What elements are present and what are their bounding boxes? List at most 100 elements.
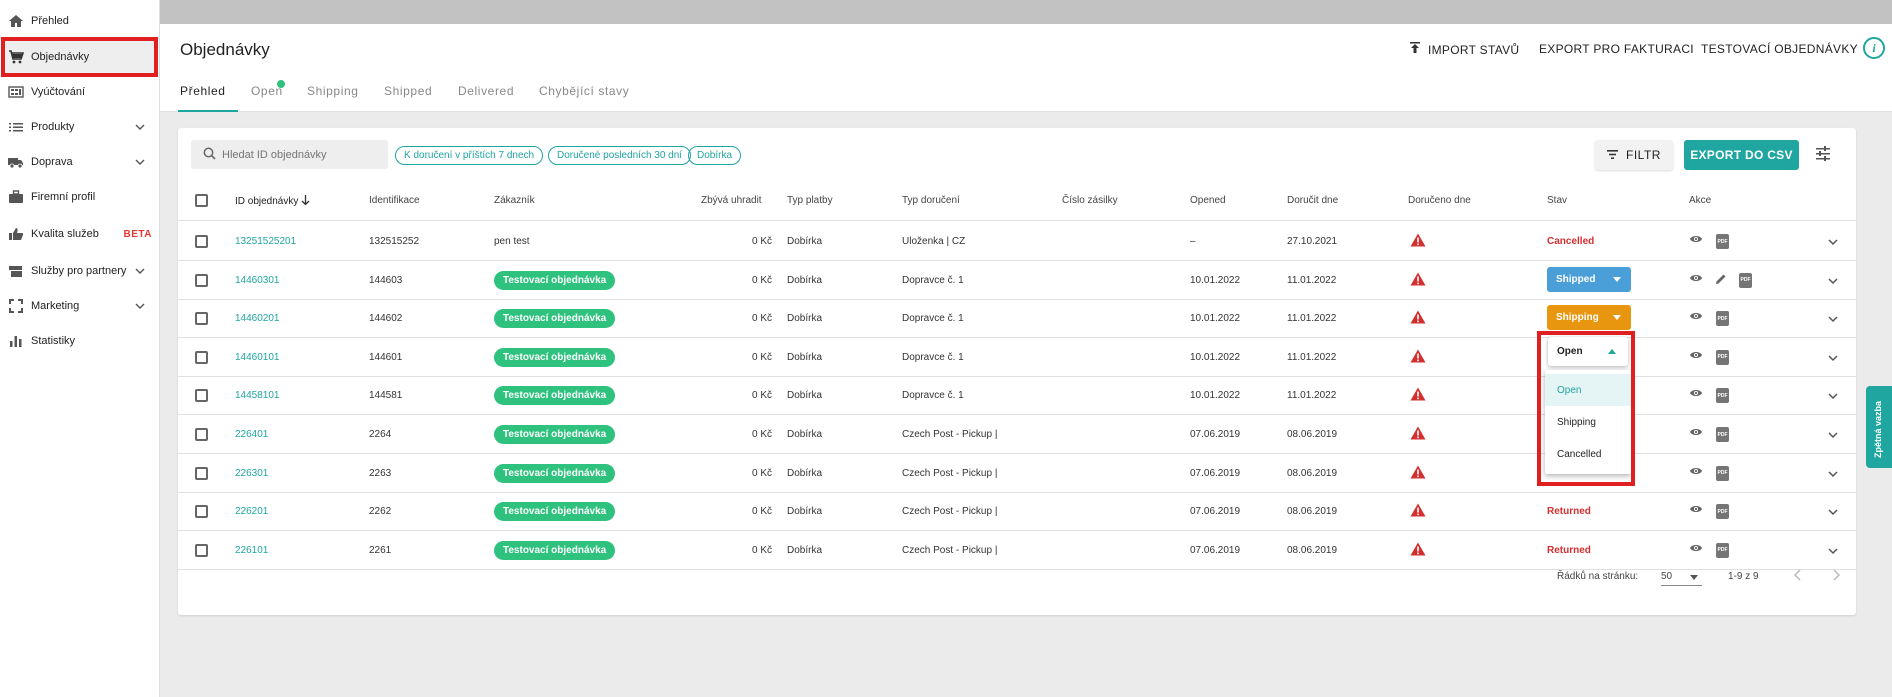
row-checkbox[interactable]	[195, 273, 208, 287]
pdf-icon[interactable]: PDF	[1716, 388, 1729, 404]
status-dropdown-button[interactable]: Shipped	[1547, 266, 1631, 292]
sidebar-item-firemni-profil[interactable]: Firemní profil	[0, 184, 160, 210]
edit-icon[interactable]	[1715, 273, 1727, 288]
export-csv-button[interactable]: EXPORT DO CSV	[1684, 140, 1799, 170]
row-checkbox[interactable]	[195, 543, 208, 557]
col-typ-platby[interactable]: Typ platby	[787, 195, 833, 206]
col-id[interactable]: ID objednávky	[235, 195, 310, 208]
sidebar-item-statistiky[interactable]: Statistiky	[0, 328, 160, 354]
select-all-checkbox[interactable]	[195, 194, 208, 207]
tab-prehled[interactable]: Přehled	[180, 84, 226, 98]
column-settings-icon[interactable]	[1815, 146, 1831, 165]
filter-chip-7-days[interactable]: K doručení v příštích 7 dnech	[395, 146, 544, 165]
status-option-open[interactable]: Open	[1545, 374, 1631, 406]
tab-open[interactable]: Open	[251, 84, 283, 98]
order-id-link[interactable]: 226301	[235, 467, 269, 479]
tab-shipped[interactable]: Shipped	[384, 84, 433, 98]
col-dorucit-dne[interactable]: Doručit dne	[1287, 195, 1339, 206]
expand-row-icon[interactable]	[1827, 313, 1839, 328]
eye-icon[interactable]	[1689, 350, 1703, 363]
next-page-icon[interactable]	[1830, 568, 1842, 585]
feedback-tab[interactable]: Zpětná vazba	[1866, 386, 1892, 468]
test-orders-button[interactable]: TESTOVACÍ OBJEDNÁVKY	[1701, 42, 1858, 56]
row-checkbox[interactable]	[195, 389, 208, 403]
prev-page-icon[interactable]	[1792, 568, 1804, 585]
sidebar-item-marketing[interactable]: Marketing	[0, 293, 160, 319]
tab-delivered[interactable]: Delivered	[458, 84, 515, 98]
order-id-link[interactable]: 14460301	[235, 274, 280, 286]
eye-icon[interactable]	[1689, 466, 1703, 479]
col-opened[interactable]: Opened	[1190, 195, 1226, 206]
pdf-icon[interactable]: PDF	[1716, 542, 1729, 558]
sidebar-item-produkty[interactable]: Produkty	[0, 114, 160, 140]
col-zbyva-uhradit[interactable]: Zbývá uhradit	[701, 195, 762, 206]
info-icon[interactable]: i	[1863, 37, 1885, 59]
sidebar-item-doprava[interactable]: Doprava	[0, 149, 160, 175]
row-checkbox[interactable]	[195, 466, 208, 480]
pdf-icon[interactable]: PDF	[1716, 504, 1729, 520]
expand-row-icon[interactable]	[1827, 506, 1839, 521]
pdf-icon[interactable]: PDF	[1716, 427, 1729, 442]
expand-row-icon[interactable]	[1827, 352, 1839, 367]
rows-per-page-select[interactable]: 50	[1661, 568, 1702, 586]
expand-row-icon[interactable]	[1827, 236, 1839, 251]
col-identifikace[interactable]: Identifikace	[369, 195, 420, 206]
order-id-link[interactable]: 226401	[235, 429, 269, 440]
sidebar-item-label: Služby pro partnery	[31, 265, 127, 277]
pdf-icon[interactable]: PDF	[1716, 311, 1729, 327]
test-order-badge: Testovací objednávka	[494, 463, 616, 483]
tab-chybejici-stavy[interactable]: Chybějící stavy	[539, 84, 630, 98]
order-id-link[interactable]: 226201	[235, 506, 269, 518]
pdf-icon[interactable]: PDF	[1739, 272, 1752, 288]
status-dropdown-button[interactable]: Shipping	[1547, 305, 1631, 331]
row-checkbox[interactable]	[195, 505, 208, 519]
col-doruceno-dne[interactable]: Doručeno dne	[1408, 195, 1471, 206]
col-zakaznik[interactable]: Zákazník	[494, 195, 535, 206]
filter-chip-dobirka[interactable]: Dobírka	[688, 146, 742, 165]
sidebar-item-kvalita-sluzeb[interactable]: Kvalita služeb BETA	[0, 221, 160, 247]
search-box[interactable]	[191, 140, 388, 169]
order-id-link[interactable]: 226101	[235, 544, 269, 556]
export-invoice-button[interactable]: EXPORT PRO FAKTURACI	[1539, 42, 1694, 56]
col-stav[interactable]: Stav	[1547, 195, 1568, 206]
search-input[interactable]	[222, 148, 372, 161]
expand-row-icon[interactable]	[1827, 468, 1839, 483]
status-dropdown-open[interactable]: Open	[1548, 337, 1628, 366]
order-id-link[interactable]: 13251525201	[235, 236, 297, 247]
expand-row-icon[interactable]	[1827, 275, 1839, 290]
tab-shipping[interactable]: Shipping	[307, 84, 359, 98]
col-cislo-zasilky[interactable]: Číslo zásilky	[1062, 195, 1118, 206]
order-id-link[interactable]: 14460201	[235, 313, 280, 325]
row-checkbox[interactable]	[195, 235, 208, 248]
eye-icon[interactable]	[1689, 543, 1703, 556]
payment-type: Dobírka	[787, 236, 823, 247]
row-checkbox[interactable]	[195, 428, 208, 441]
expand-row-icon[interactable]	[1827, 429, 1839, 444]
eye-icon[interactable]	[1689, 427, 1703, 440]
sidebar-item-vyuctovani[interactable]: Vyúčtování	[0, 79, 160, 105]
status-option-cancelled[interactable]: Cancelled	[1557, 448, 1602, 460]
expand-row-icon[interactable]	[1827, 390, 1839, 405]
status-option-shipping[interactable]: Shipping	[1557, 416, 1596, 428]
row-checkbox[interactable]	[195, 312, 208, 326]
payment-type: Dobírka	[787, 429, 823, 440]
pdf-icon[interactable]: PDF	[1716, 234, 1729, 249]
eye-icon[interactable]	[1689, 388, 1703, 401]
eye-icon[interactable]	[1689, 273, 1703, 286]
filter-chip-30-days[interactable]: Doručené posledních 30 dní	[548, 146, 692, 165]
eye-icon[interactable]	[1689, 311, 1703, 324]
eye-icon[interactable]	[1689, 234, 1703, 247]
pdf-icon[interactable]: PDF	[1716, 349, 1729, 365]
expand-row-icon[interactable]	[1827, 545, 1839, 560]
sidebar-item-objednavky[interactable]: Objednávky	[0, 44, 160, 70]
filter-button[interactable]: FILTR	[1595, 140, 1673, 170]
pdf-icon[interactable]: PDF	[1716, 465, 1729, 481]
row-checkbox[interactable]	[195, 350, 208, 364]
order-id-link[interactable]: 14460101	[235, 351, 280, 363]
order-id-link[interactable]: 14458101	[235, 390, 280, 402]
sidebar-item-sluzby-pro-partnery[interactable]: Služby pro partnery	[0, 258, 160, 284]
import-status-button[interactable]: IMPORT STAVŮ	[1410, 42, 1519, 57]
col-typ-doruceni[interactable]: Typ doručení	[902, 195, 960, 206]
sidebar-item-prehled[interactable]: Přehled	[0, 8, 160, 34]
eye-icon[interactable]	[1689, 504, 1703, 517]
